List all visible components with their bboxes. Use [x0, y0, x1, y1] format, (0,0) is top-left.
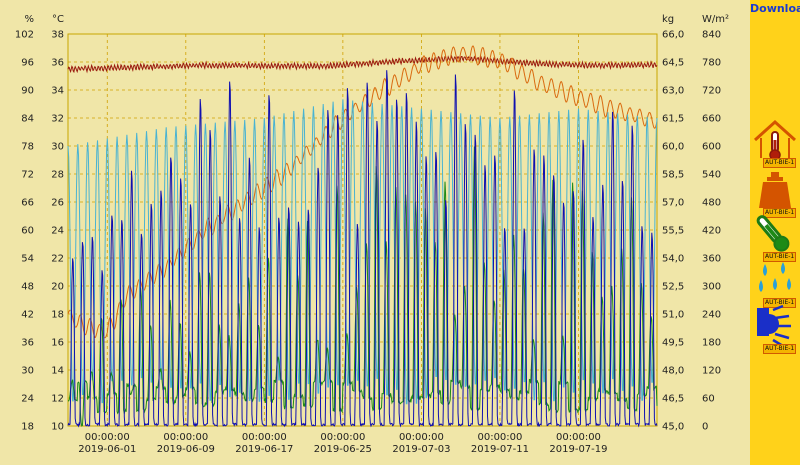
radiation-tick-label: 660: [702, 114, 721, 125]
temperature-tick-label: 26: [51, 198, 64, 209]
radiation-unit-label: W/m²: [702, 14, 729, 25]
weight-tick-label: 64,5: [662, 58, 684, 69]
weight-tick-label: 46,5: [662, 394, 684, 405]
humidity-tick-label: 84: [21, 114, 34, 125]
temperature-tick-label: 30: [51, 142, 64, 153]
weight-tick-label: 60,0: [662, 142, 684, 153]
radiation-tick-label: 300: [702, 282, 721, 293]
humidity-tick-label: 102: [15, 30, 34, 41]
x-tick-time: 00:00:00: [85, 432, 130, 443]
thermometer-icon[interactable]: AUT-BIE-1: [753, 212, 797, 264]
radiation-tick-label: 180: [702, 338, 721, 349]
humidity-tick-label: 66: [21, 198, 34, 209]
radiation-tick-label: 720: [702, 86, 721, 97]
radiation-tick-label: 360: [702, 254, 721, 265]
weight-tick-label: 63,0: [662, 86, 684, 97]
weight-tick-label: 48,0: [662, 366, 684, 377]
humidity-tick-label: 24: [21, 394, 34, 405]
temperature-tick-label: 22: [51, 254, 64, 265]
x-tick-time: 00:00:00: [556, 432, 601, 443]
humidity-unit-label: %: [24, 14, 34, 25]
x-tick-date: 2019-06-25: [314, 444, 372, 455]
temperature-tick-label: 28: [51, 170, 64, 181]
temperature-tick-label: 38: [51, 30, 64, 41]
weight-tick-label: 66,0: [662, 30, 684, 41]
x-tick-time: 00:00:00: [242, 432, 287, 443]
humidity-tick-label: 72: [21, 170, 34, 181]
series-line-1: [67, 54, 658, 74]
x-tick-time: 00:00:00: [399, 432, 444, 443]
sidebar-item-label: AUT-BIE-1: [763, 208, 797, 218]
humidity-tick-label: 48: [21, 282, 34, 293]
humidity-tick-label: 30: [21, 366, 34, 377]
humidity-tick-label: 96: [21, 58, 34, 69]
temperature-tick-label: 18: [51, 310, 64, 321]
humidity-tick-label: 54: [21, 254, 34, 265]
radiation-tick-label: 600: [702, 142, 721, 153]
weight-tick-label: 58,5: [662, 170, 684, 181]
weather-chart: % 102 96 90 84 78 72 66 60 54 48 42 36 30 24 18 °C 38 36 34…: [15, 14, 729, 455]
x-tick-date: 2019-07-11: [471, 444, 529, 455]
grid-lines: [67, 33, 658, 427]
humidity-tick-label: 78: [21, 142, 34, 153]
sidebar-item-label: AUT-BIE-1: [763, 158, 797, 168]
weight-tick-label: 57,0: [662, 198, 684, 209]
temperature-tick-label: 20: [51, 282, 64, 293]
x-tick-date: 2019-06-09: [157, 444, 215, 455]
radiation-tick-label: 420: [702, 226, 721, 237]
temperature-tick-label: 32: [51, 114, 64, 125]
x-tick-time: 00:00:00: [163, 432, 208, 443]
temperature-tick-label: 14: [51, 366, 64, 377]
humidity-tick-label: 90: [21, 86, 34, 97]
temperature-tick-label: 16: [51, 338, 64, 349]
radiation-tick-label: 60: [702, 394, 715, 405]
weight-tick-label: 55,5: [662, 226, 684, 237]
series-line-5: [67, 70, 658, 428]
temperature-unit-label: °C: [52, 14, 64, 25]
series-lines: [67, 45, 658, 428]
download-button[interactable]: Download: [750, 2, 800, 15]
weight-tick-label: 45,0: [662, 422, 684, 433]
axes: % 102 96 90 84 78 72 66 60 54 48 42 36 30 24 18 °C 38 36 34…: [15, 14, 729, 455]
radiation-tick-label: 0: [702, 422, 708, 433]
x-tick-time: 00:00:00: [320, 432, 365, 443]
humidity-tick-label: 18: [21, 422, 34, 433]
temperature-tick-label: 36: [51, 58, 64, 69]
humidity-tick-label: 36: [21, 338, 34, 349]
x-tick-date: 2019-07-19: [549, 444, 607, 455]
series-line-4: [68, 146, 658, 427]
radiation-tick-label: 540: [702, 170, 721, 181]
weight-tick-label: 51,0: [662, 310, 684, 321]
radiation-tick-label: 840: [702, 30, 721, 41]
x-tick-date: 2019-06-17: [235, 444, 293, 455]
plot-frame: [67, 33, 658, 427]
weight-icon[interactable]: AUT-BIE-1: [753, 168, 797, 220]
sidebar-item-label: AUT-BIE-1: [763, 252, 797, 262]
humidity-tick-label: 42: [21, 310, 34, 321]
house-thermometer-icon[interactable]: AUT-BIE-1: [753, 118, 797, 170]
radiation-tick-label: 240: [702, 310, 721, 321]
temperature-tick-label: 24: [51, 226, 64, 237]
weight-tick-label: 61,5: [662, 114, 684, 125]
weight-unit-label: kg: [662, 14, 674, 25]
radiation-tick-label: 780: [702, 58, 721, 69]
sidebar-item-label: AUT-BIE-1: [763, 344, 797, 354]
humidity-tick-label: 60: [21, 226, 34, 237]
series-line-3: [67, 99, 658, 405]
sun-icon[interactable]: AUT-BIE-1: [753, 304, 797, 356]
weight-tick-label: 49,5: [662, 338, 684, 349]
weight-tick-label: 52,5: [662, 282, 684, 293]
temperature-tick-label: 34: [51, 86, 64, 97]
x-tick-date: 2019-07-03: [392, 444, 450, 455]
weight-tick-label: 54,0: [662, 254, 684, 265]
temperature-tick-label: 10: [51, 422, 64, 433]
temperature-tick-label: 12: [51, 394, 64, 405]
rain-drops-icon[interactable]: AUT-BIE-1: [753, 258, 797, 310]
x-tick-date: 2019-06-01: [78, 444, 136, 455]
radiation-tick-label: 480: [702, 198, 721, 209]
x-tick-time: 00:00:00: [477, 432, 522, 443]
radiation-tick-label: 120: [702, 366, 721, 377]
